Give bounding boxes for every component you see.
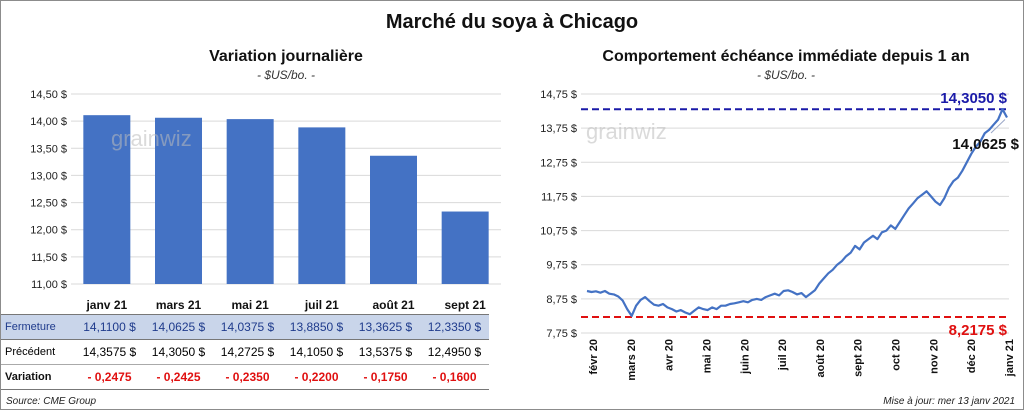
- last-value-label: 14,0625 $: [952, 136, 1019, 153]
- bar: [155, 117, 202, 284]
- table-cell: 14,1050 $: [289, 345, 344, 359]
- bar: [226, 119, 274, 284]
- last-value-leader: [990, 119, 1006, 134]
- bar-x-tick-label: mars 21: [156, 298, 202, 312]
- bar: [370, 155, 417, 284]
- bar-y-tick-label: 14,00 $: [30, 116, 67, 128]
- line-x-tick-label: avr 20: [664, 339, 676, 371]
- bar: [298, 127, 346, 284]
- bar-y-tick-label: 14,50 $: [30, 89, 67, 101]
- line-x-tick-label: juil 20: [777, 339, 789, 371]
- low-label: 8,2175 $: [949, 322, 1008, 339]
- line-x-tick-label: sept 20: [853, 339, 865, 377]
- bar-y-tick-label: 13,00 $: [30, 170, 67, 182]
- table-cell: - 0,2350: [213, 364, 282, 390]
- bar-y-tick-label: 12,00 $: [30, 225, 67, 237]
- table-cell: 13,3625 $: [351, 314, 420, 340]
- table-cell: 13,5375 $: [358, 345, 413, 359]
- main-title: Marché du soya à Chicago: [385, 11, 639, 33]
- bar-y-tick-label: 13,50 $: [30, 143, 67, 155]
- line-x-tick-label: déc 20: [966, 339, 978, 373]
- table-cell: 14,0375 $: [213, 314, 282, 340]
- bar-chart-unit: - $US/bo. -: [256, 68, 316, 82]
- line-x-tick-label: août 20: [815, 339, 827, 378]
- line-x-tick-label: févr 20: [588, 339, 600, 374]
- table-cell: - 0,1600: [420, 364, 489, 390]
- bar-x-tick-label: mai 21: [231, 298, 269, 312]
- bar-x-tick-label: août 21: [372, 298, 414, 312]
- table-cell: 12,4950 $: [427, 345, 482, 359]
- table-cell: 13,8850 $: [282, 314, 351, 340]
- line-x-tick-label: janv 21: [1004, 339, 1016, 377]
- line-y-tick-label: 14,75 $: [540, 89, 577, 101]
- row-label: Fermeture: [1, 314, 75, 340]
- line-y-tick-label: 7,75 $: [546, 328, 577, 340]
- price-table: Fermeture 14,1100 $ 14,0625 $ 14,0375 $ …: [1, 314, 489, 390]
- price-series-line: [586, 108, 1008, 317]
- row-label: Précédent: [5, 346, 56, 358]
- row-variation: Variation - 0,2475 - 0,2425 - 0,2350 - 0…: [1, 364, 489, 390]
- bar-y-tick-label: 11,00 $: [31, 279, 67, 291]
- table-cell: - 0,2475: [75, 364, 144, 390]
- line-chart-unit: - $US/bo. -: [756, 68, 816, 82]
- line-y-tick-label: 8,75 $: [546, 294, 577, 306]
- table-cell: - 0,1750: [351, 364, 420, 390]
- watermark-logo: grainwiz: [586, 119, 667, 144]
- high-label: 14,3050 $: [940, 90, 1007, 107]
- line-chart-title: Comportement échéance immédiate depuis 1…: [602, 48, 970, 65]
- table-cell: 14,1100 $: [75, 314, 144, 340]
- bar-y-tick-label: 12,50 $: [30, 198, 67, 210]
- bar: [441, 211, 489, 284]
- update-note: Mise à jour: mer 13 janv 2021: [883, 396, 1015, 407]
- table-cell: 14,2725 $: [220, 345, 275, 359]
- line-x-tick-label: nov 20: [928, 339, 940, 374]
- line-x-tick-label: juin 20: [739, 339, 751, 375]
- table-cell: - 0,2200: [282, 364, 351, 390]
- row-label: Variation: [1, 364, 75, 390]
- line-y-tick-label: 11,75 $: [541, 191, 577, 203]
- source-note: Source: CME Group: [6, 396, 97, 407]
- bar-chart-title: Variation journalière: [209, 48, 363, 65]
- table-cell: 14,0625 $: [144, 314, 213, 340]
- line-x-tick-label: mars 20: [626, 339, 638, 381]
- line-y-tick-label: 13,75 $: [540, 123, 577, 135]
- table-cell: 12,3350 $: [420, 314, 489, 340]
- bar-x-tick-label: janv 21: [85, 298, 127, 312]
- watermark-logo: grainwiz: [111, 126, 192, 151]
- bar: [83, 115, 131, 285]
- bar-x-tick-label: juil 21: [304, 298, 339, 312]
- bar-y-tick-label: 11,50 $: [31, 252, 67, 264]
- line-y-tick-label: 10,75 $: [540, 226, 577, 238]
- row-fermeture: Fermeture 14,1100 $ 14,0625 $ 14,0375 $ …: [1, 314, 489, 340]
- table-cell: - 0,2425: [144, 364, 213, 390]
- table-cell: 14,3050 $: [151, 345, 206, 359]
- table-cell: 14,3575 $: [82, 345, 137, 359]
- bar-x-tick-label: sept 21: [444, 298, 486, 312]
- row-precedent: Précédent 14,3575 $ 14,3050 $ 14,2725 $ …: [1, 340, 489, 365]
- line-x-tick-label: oct 20: [891, 339, 903, 371]
- line-y-tick-label: 12,75 $: [540, 157, 577, 169]
- line-x-tick-label: mai 20: [701, 339, 713, 373]
- line-y-tick-label: 9,75 $: [546, 260, 577, 272]
